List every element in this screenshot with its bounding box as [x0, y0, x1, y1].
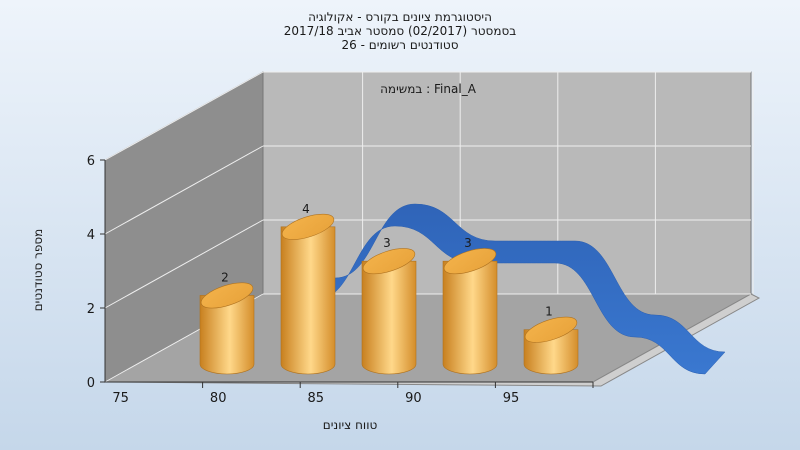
chart-title-line-3: סטודנטים רשומים - 26 — [341, 38, 459, 52]
y-tick-label: 4 — [87, 228, 95, 243]
x-tick-label: 85 — [308, 391, 325, 406]
y-axis-label: מספר סטודנטים — [31, 228, 45, 312]
bar-top — [362, 248, 416, 275]
bar-value-label: 2 — [221, 270, 229, 284]
x-tick-label: 95 — [503, 391, 520, 406]
bar-top — [281, 213, 335, 240]
grid-line-side — [104, 219, 264, 309]
grid-line-side — [104, 145, 264, 235]
bar-top — [524, 316, 578, 343]
y-tick-label: 0 — [87, 376, 95, 391]
bar — [199, 295, 255, 375]
y-tick-label: 2 — [87, 302, 95, 317]
bar-top — [443, 248, 497, 275]
bar — [280, 226, 336, 375]
chart-annotation: במשימה : Final_A — [380, 82, 477, 96]
bar-value-label: 3 — [383, 236, 391, 250]
chart-title-line-1: היסטוגרמת ציונים בקורס - אקולוגיה — [308, 10, 492, 24]
bar-value-label: 3 — [464, 236, 472, 250]
grid-line-side — [104, 71, 264, 161]
x-tick-label: 75 — [112, 391, 129, 406]
trend-curve — [314, 203, 726, 375]
x-tick-label: 90 — [405, 391, 422, 406]
bar — [361, 260, 417, 375]
bar-top — [200, 282, 254, 309]
x-axis-label: טווח ציונים — [322, 418, 378, 432]
x-tick-label: 80 — [210, 391, 227, 406]
bar-value-label: 1 — [545, 305, 553, 319]
chart-title-line-2: בסמסטר (02/2017) סמסטר אביב 2017/18 — [283, 24, 517, 38]
bar — [442, 260, 498, 375]
y-tick-label: 6 — [87, 154, 95, 169]
bar-value-label: 4 — [302, 202, 310, 216]
